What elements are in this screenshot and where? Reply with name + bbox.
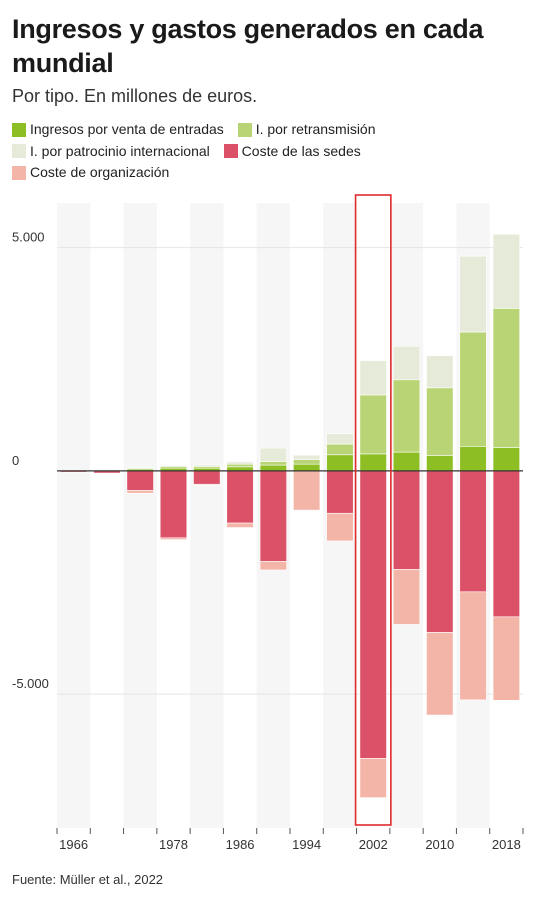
bar-broadcast-1990 [259,461,287,466]
bar-organization-2010 [426,632,454,716]
background-band [57,203,91,828]
legend-label-sponsor: I. por patrocinio internacional [30,142,210,159]
bar-sponsor-1974 [126,467,154,469]
bar-venue-2006 [392,470,421,570]
y-tick-label: -5.000 [12,676,49,691]
bar-sponsor-1982 [193,464,221,467]
background-band [190,203,224,828]
legend-item-venue: Coste de las sedes [223,142,361,161]
bar-broadcast-2014 [459,331,487,447]
legend-swatch-organization [12,165,26,180]
bar-broadcast-2006 [392,379,421,453]
bar-venue-2010 [426,470,454,633]
bar-ticket-2006 [392,451,421,472]
bar-organization-2006 [392,569,421,625]
bar-organization-1978 [159,537,188,540]
x-tick-label-1994: 1994 [292,837,321,852]
bar-venue-1978 [159,470,188,539]
legend-label-organization: Coste de organización [30,164,170,180]
source-note: Fuente: Müller et al., 2022 [12,872,164,887]
y-tick-label: 5.000 [12,230,45,245]
bar-broadcast-2002 [359,394,387,455]
bar-ticket-1998 [326,454,354,472]
bar-broadcast-1998 [326,443,354,456]
bar-sponsor-2014 [459,255,487,333]
bar-venue-1986 [226,470,254,524]
bar-organization-2018 [492,616,520,701]
bar-sponsor-1994 [293,454,321,460]
chart-title: Ingresos y gastos generados en cada mund… [12,14,484,78]
legend-label-venue: Coste de las sedes [241,142,361,159]
legend-item-organization: Coste de organización [12,163,169,182]
bar-organization-2002 [359,758,387,798]
chart-subtitle: Por tipo. En millones de euros. [12,86,258,106]
legend-swatch-venue [223,144,238,158]
legend-item-broadcast: I. por retransmisión [237,120,376,139]
bar-organization-1974 [126,490,154,494]
bar-organization-1982 [193,483,221,486]
x-tick-label-1978: 1978 [159,837,188,852]
bar-organization-2014 [459,591,487,701]
bar-sponsor-2010 [426,355,454,389]
bar-broadcast-2018 [492,308,520,448]
legend: Ingresos por venta de entradas I. por re… [12,120,542,185]
bar-ticket-1990 [259,464,287,472]
legend-item-sponsor: I. por patrocinio internacional [12,142,210,161]
highlight-box-2002 [354,194,392,826]
bar-sponsor-2018 [492,233,520,309]
bar-venue-2002 [359,470,387,759]
bar-ticket-1986 [226,466,254,472]
bar-ticket-2014 [459,446,487,472]
bar-ticket-1994 [293,463,321,472]
bar-sponsor-2002 [359,360,387,396]
bar-venue-1990 [259,470,287,562]
bar-ticket-2002 [359,453,387,472]
bar-sponsor-1998 [326,433,354,445]
x-tick-label-1966: 1966 [59,837,88,852]
legend-item-ticket: Ingresos por venta de entradas [12,120,224,139]
bar-venue-1982 [193,470,221,485]
bar-organization-1990 [259,561,287,571]
bar-organization-1994 [293,470,321,511]
bar-sponsor-1986 [226,461,254,465]
y-tick-label: 0 [12,453,19,468]
legend-label-broadcast: I. por retransmisión [255,121,376,137]
bar-organization-1998 [326,512,354,542]
bar-sponsor-1990 [259,447,287,462]
bar-organization-1986 [226,522,254,528]
bar-broadcast-2010 [426,387,454,456]
legend-label-ticket: Ingresos por venta de entradas [30,121,224,137]
background-band [123,203,157,828]
bar-ticket-2010 [426,455,454,472]
bar-venue-2014 [459,470,487,593]
legend-swatch-sponsor [12,144,26,158]
bar-venue-2018 [492,470,520,618]
x-tick-label-2002: 2002 [359,837,388,852]
bar-venue-1998 [326,470,354,514]
legend-swatch-broadcast [237,122,252,137]
bar-sponsor-2006 [392,346,421,381]
bar-broadcast-1994 [293,459,321,465]
bar-ticket-2018 [492,447,520,472]
x-tick-label-1986: 1986 [226,837,255,852]
x-tick-label-2010: 2010 [425,837,454,852]
x-tick-label-2018: 2018 [492,837,521,852]
bar-sponsor-1978 [159,465,188,467]
legend-swatch-ticket [12,122,26,137]
bar-venue-1974 [126,470,154,491]
bar-broadcast-1986 [226,463,254,468]
